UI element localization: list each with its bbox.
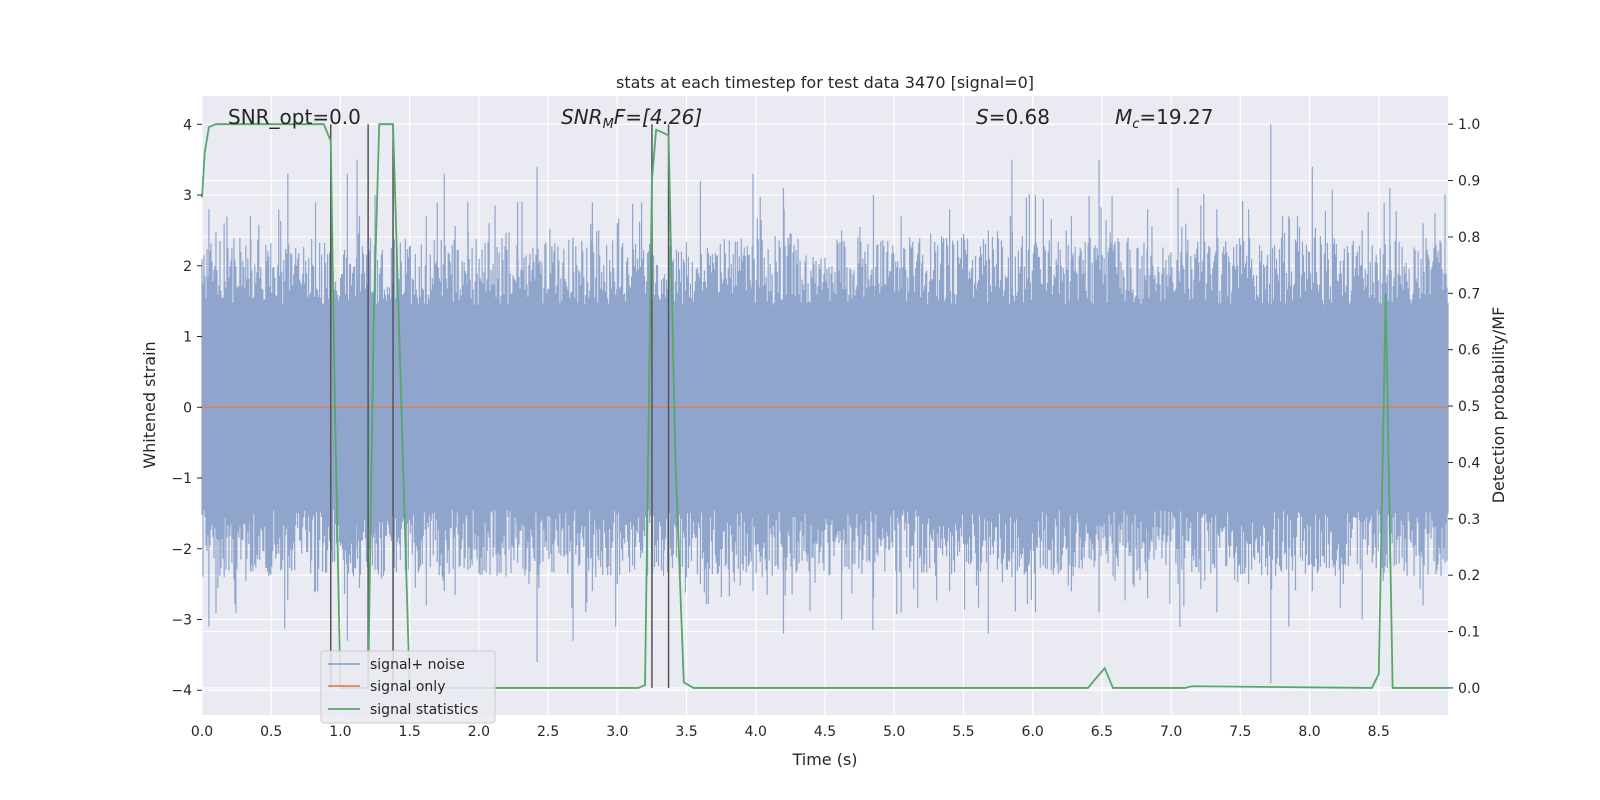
- annotation-snr-mf: SNRMF=[4.26]: [561, 105, 702, 132]
- annotation-s: S=0.68: [976, 105, 1050, 129]
- x-tick-label: 7.0: [1160, 724, 1182, 740]
- x-tick-label: 2.5: [537, 724, 559, 740]
- x-ticks: 0.0 0.5 1.0 1.5 2.0 2.5 3.0 3.5 4.0 4.5 5.0 5.5 6.0 6…: [191, 724, 1390, 740]
- x-tick-label: 4.0: [745, 724, 767, 740]
- y-tick-label: −3: [171, 612, 192, 628]
- y-axis-label: Whitened strain: [140, 341, 159, 468]
- x-tick-label: 1.5: [399, 724, 421, 740]
- y-right-tick-label: 0.8: [1458, 230, 1480, 246]
- legend: signal+ noise signal only signal statist…: [320, 650, 496, 724]
- y-right-tick-label: 0.7: [1458, 286, 1480, 302]
- y-tick-label: 4: [183, 117, 192, 133]
- x-tick-label: 6.5: [1091, 724, 1113, 740]
- y-right-tick-label: 0.1: [1458, 625, 1480, 641]
- x-tick-label: 0.0: [191, 724, 213, 740]
- x-tick-label: 0.5: [260, 724, 282, 740]
- x-tick-label: 8.5: [1368, 724, 1390, 740]
- signal-noise-series: [201, 124, 1449, 684]
- x-tick-label: 3.5: [675, 724, 697, 740]
- y-tick-label: 1: [183, 330, 192, 346]
- chart-title: stats at each timestep for test data 347…: [616, 73, 1034, 92]
- y-right-tick-label: 1.0: [1458, 117, 1480, 133]
- y-right-axis-label: Detection probability/MF: [1489, 307, 1508, 504]
- y-ticks: −4 −3 −2 −1 0 1 2 3 4: [171, 117, 202, 699]
- y-tick-label: 3: [183, 188, 192, 204]
- y-tick-label: 0: [183, 400, 192, 416]
- y-right-ticks: 0.0 0.1 0.2 0.3 0.4 0.5 0.6 0.7 0.8 0.9 1.0: [1448, 117, 1480, 697]
- y-tick-label: 2: [183, 259, 192, 275]
- x-tick-label: 5.0: [883, 724, 905, 740]
- y-tick-label: −2: [171, 542, 192, 558]
- x-tick-label: 1.0: [329, 724, 351, 740]
- x-axis-label: Time (s): [791, 750, 857, 769]
- annotation-snr-opt: SNR_opt=0.0: [228, 105, 361, 129]
- x-tick-label: 5.5: [952, 724, 974, 740]
- annotation-mc: Mc=19.27: [1115, 105, 1213, 132]
- x-tick-label: 3.0: [606, 724, 628, 740]
- signal-statistics-series: [201, 123, 1448, 689]
- x-tick-label: 4.5: [814, 724, 836, 740]
- y-right-tick-label: 0.5: [1458, 399, 1480, 415]
- y-right-tick-label: 0.9: [1458, 174, 1480, 190]
- y-right-tick-label: 0.3: [1458, 512, 1480, 528]
- legend-label-signal-noise: signal+ noise: [370, 657, 465, 673]
- x-tick-label: 2.0: [468, 724, 490, 740]
- legend-box: [320, 650, 496, 724]
- y-tick-label: −1: [171, 471, 192, 487]
- x-tick-label: 7.5: [1229, 724, 1251, 740]
- y-right-tick-label: 0.6: [1458, 343, 1480, 359]
- legend-label-signal-statistics: signal statistics: [370, 702, 478, 718]
- signal-noise-trace: [201, 124, 1449, 684]
- legend-label-signal-only: signal only: [370, 679, 445, 695]
- y-tick-label: −4: [171, 683, 192, 699]
- x-tick-label: 8.0: [1298, 724, 1320, 740]
- x-tick-label: 6.0: [1022, 724, 1044, 740]
- y-right-tick-label: 0.0: [1458, 681, 1480, 697]
- y-right-tick-label: 0.4: [1458, 455, 1480, 471]
- y-right-tick-label: 0.2: [1458, 568, 1480, 584]
